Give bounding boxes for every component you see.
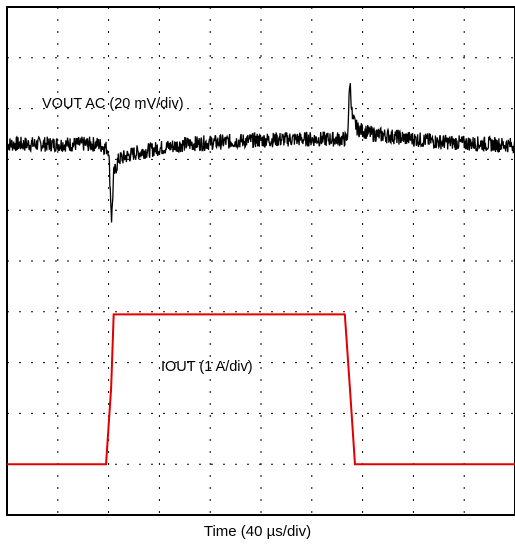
iout-trace <box>7 313 515 466</box>
vout-trace <box>6 83 515 223</box>
traces <box>6 83 515 466</box>
iout-channel-label: IOUT (1 A/div) <box>161 359 253 375</box>
x-axis-label: Time (40 µs/div) <box>203 523 312 540</box>
vout-channel-label: VOUT AC (20 mV/div) <box>42 96 184 112</box>
